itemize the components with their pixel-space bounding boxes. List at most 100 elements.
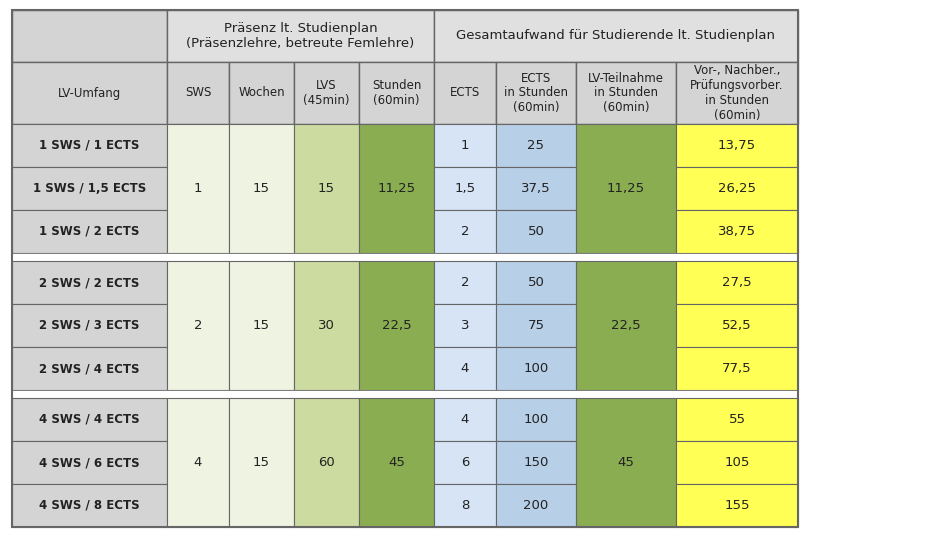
Text: 50: 50 xyxy=(527,276,544,289)
Bar xyxy=(12,10,167,62)
Text: 45: 45 xyxy=(388,456,405,469)
Bar xyxy=(434,441,496,484)
Text: 30: 30 xyxy=(318,319,335,332)
Text: 200: 200 xyxy=(524,499,549,512)
Bar xyxy=(496,441,576,484)
Bar xyxy=(434,304,496,347)
Bar xyxy=(496,210,576,253)
Text: 15: 15 xyxy=(253,319,270,332)
Bar xyxy=(676,398,798,441)
Text: 25: 25 xyxy=(527,139,544,152)
Text: 13,75: 13,75 xyxy=(718,139,756,152)
Bar xyxy=(576,398,676,527)
Text: 1: 1 xyxy=(461,139,469,152)
Bar xyxy=(676,484,798,527)
Text: 105: 105 xyxy=(725,456,750,469)
Bar xyxy=(496,62,576,124)
Text: 2: 2 xyxy=(461,225,469,238)
Text: Gesamtaufwand für Studierende lt. Studienplan: Gesamtaufwand für Studierende lt. Studie… xyxy=(457,30,776,43)
Text: 2 SWS / 4 ECTS: 2 SWS / 4 ECTS xyxy=(39,362,140,375)
Bar xyxy=(676,62,798,124)
Bar xyxy=(676,347,798,390)
Bar xyxy=(12,390,798,398)
Bar xyxy=(12,62,167,124)
Bar xyxy=(12,304,167,347)
Bar xyxy=(229,62,294,124)
Bar xyxy=(12,167,167,210)
Bar xyxy=(496,347,576,390)
Bar xyxy=(294,124,359,253)
Text: 45: 45 xyxy=(618,456,634,469)
Bar xyxy=(434,210,496,253)
Text: ECTS: ECTS xyxy=(450,87,480,100)
Bar xyxy=(496,398,576,441)
Bar xyxy=(676,210,798,253)
Bar xyxy=(12,261,167,304)
Text: 100: 100 xyxy=(524,413,549,426)
Bar xyxy=(676,124,798,167)
Text: 2: 2 xyxy=(461,276,469,289)
Bar xyxy=(496,304,576,347)
Text: 50: 50 xyxy=(527,225,544,238)
Text: 2 SWS / 3 ECTS: 2 SWS / 3 ECTS xyxy=(39,319,140,332)
Bar xyxy=(229,124,294,253)
Bar xyxy=(576,124,676,253)
Bar xyxy=(12,253,798,261)
Text: 27,5: 27,5 xyxy=(722,276,752,289)
Bar xyxy=(496,484,576,527)
Bar xyxy=(434,398,496,441)
Bar xyxy=(496,124,576,167)
Text: 11,25: 11,25 xyxy=(378,182,415,195)
Text: 15: 15 xyxy=(253,456,270,469)
Text: 1 SWS / 2 ECTS: 1 SWS / 2 ECTS xyxy=(39,225,140,238)
Text: 52,5: 52,5 xyxy=(722,319,752,332)
Bar xyxy=(12,347,167,390)
Text: 4: 4 xyxy=(461,362,469,375)
Text: 2: 2 xyxy=(194,319,202,332)
Text: Vor-, Nachber.,
Prüfungsvorber.
in Stunden
(60min): Vor-, Nachber., Prüfungsvorber. in Stund… xyxy=(690,64,784,122)
Text: 155: 155 xyxy=(724,499,750,512)
Bar xyxy=(676,261,798,304)
Bar xyxy=(167,261,229,390)
Text: LV-Teilnahme
in Stunden
(60min): LV-Teilnahme in Stunden (60min) xyxy=(588,71,664,115)
Text: 1 SWS / 1,5 ECTS: 1 SWS / 1,5 ECTS xyxy=(33,182,146,195)
Text: 4 SWS / 6 ECTS: 4 SWS / 6 ECTS xyxy=(39,456,140,469)
Bar xyxy=(294,261,359,390)
Text: 6: 6 xyxy=(461,456,469,469)
Bar xyxy=(12,10,798,527)
Text: 4: 4 xyxy=(194,456,202,469)
Text: 26,25: 26,25 xyxy=(718,182,756,195)
Bar xyxy=(229,261,294,390)
Text: 100: 100 xyxy=(524,362,549,375)
Bar xyxy=(167,10,434,62)
Text: 1 SWS / 1 ECTS: 1 SWS / 1 ECTS xyxy=(39,139,140,152)
Bar xyxy=(12,124,167,167)
Text: 77,5: 77,5 xyxy=(722,362,752,375)
Bar xyxy=(434,484,496,527)
Text: LV-Umfang: LV-Umfang xyxy=(58,87,121,100)
Text: 8: 8 xyxy=(461,499,469,512)
Bar xyxy=(167,124,229,253)
Bar xyxy=(359,261,434,390)
Bar xyxy=(294,398,359,527)
Bar xyxy=(12,398,167,441)
Bar xyxy=(576,62,676,124)
Bar xyxy=(434,261,496,304)
Bar xyxy=(294,62,359,124)
Text: Wochen: Wochen xyxy=(238,87,285,100)
Text: 22,5: 22,5 xyxy=(382,319,412,332)
Bar xyxy=(676,304,798,347)
Text: 1: 1 xyxy=(194,182,202,195)
Text: 150: 150 xyxy=(524,456,549,469)
Bar xyxy=(496,261,576,304)
Bar xyxy=(12,441,167,484)
Text: 4 SWS / 8 ECTS: 4 SWS / 8 ECTS xyxy=(39,499,140,512)
Text: 60: 60 xyxy=(318,456,335,469)
Bar xyxy=(434,167,496,210)
Text: 4: 4 xyxy=(461,413,469,426)
Text: 55: 55 xyxy=(728,413,745,426)
Text: 15: 15 xyxy=(318,182,335,195)
Text: 38,75: 38,75 xyxy=(718,225,756,238)
Bar xyxy=(359,124,434,253)
Bar xyxy=(434,62,496,124)
